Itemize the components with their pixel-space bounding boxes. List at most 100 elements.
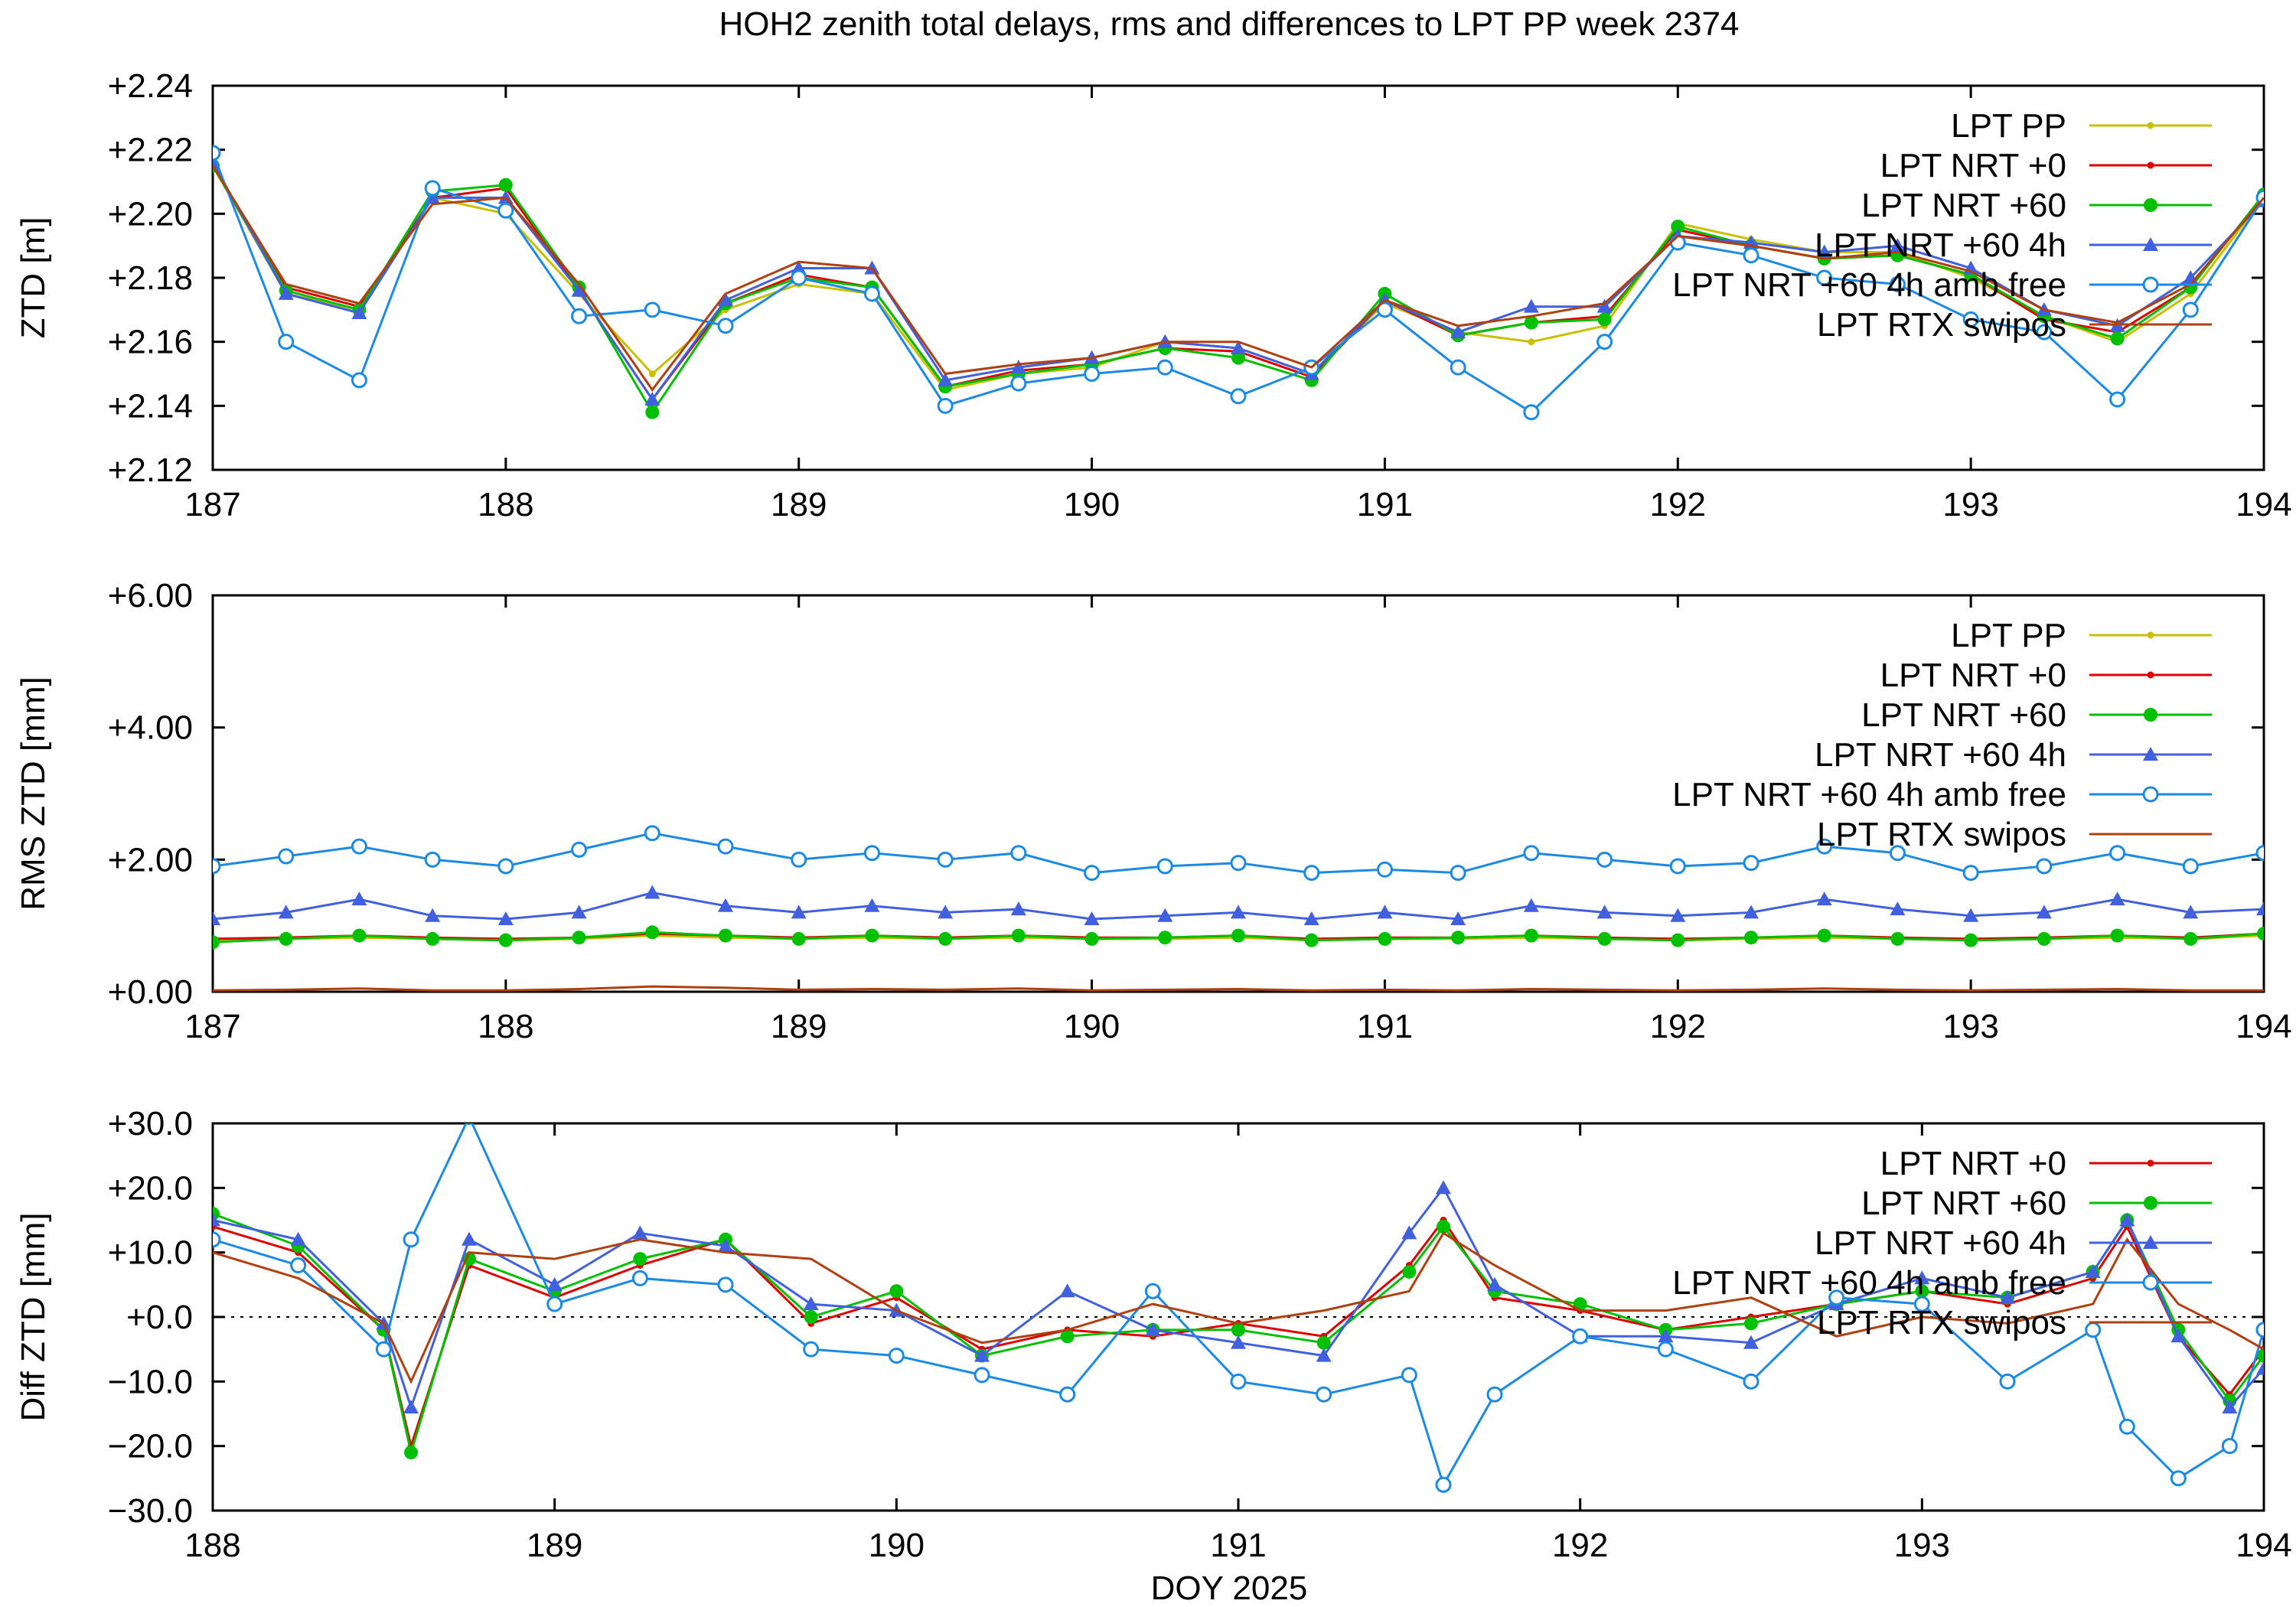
point-lpt-nrt-60	[1744, 931, 1758, 945]
point-lpt-nrt-60-4h-amb-free	[571, 308, 588, 324]
point-lpt-nrt-60-4h-amb-free	[1059, 1386, 1076, 1403]
point-lpt-nrt-60-4h-amb-free	[1889, 275, 1906, 292]
point-lpt-nrt-60-4h-amb-free	[974, 1367, 990, 1384]
point-lpt-nrt-60-4h	[2222, 1400, 2238, 1414]
x-tick-label: 193	[1894, 1527, 1950, 1564]
point-lpt-nrt-60-4h	[1596, 298, 1613, 313]
legend-label: LPT PP	[1951, 617, 2066, 654]
point-lpt-nrt-60	[352, 928, 367, 943]
point-lpt-nrt-60-4h-amb-free	[1743, 1373, 1760, 1390]
point-lpt-nrt-60-4h	[718, 898, 733, 912]
panel-1: 187 188 189 190 191 192 193 194 +2.12 +2.14 +2.16 +…	[15, 67, 2292, 523]
point-lpt-nrt-60	[1524, 315, 1538, 330]
legend-marker	[2144, 1196, 2157, 1210]
point-lpt-nrt-60-4h-amb-free	[2255, 1322, 2264, 1338]
point-lpt-nrt-60	[498, 933, 513, 947]
point-lpt-pp	[1528, 338, 1535, 346]
x-tick-label: 190	[1064, 1008, 1120, 1045]
panels: 187 188 189 190 191 192 193 194 +2.12 +2.14 +2.16 +…	[15, 67, 2292, 1564]
point-lpt-nrt-60-4h	[2183, 905, 2199, 919]
legend-label: LPT NRT +0	[1880, 147, 2066, 184]
point-lpt-nrt-60-4h	[1816, 892, 1832, 906]
point-lpt-nrt-60-4h	[213, 911, 220, 926]
point-lpt-nrt-60-4h-amb-free	[791, 851, 807, 868]
legend-label: LPT NRT +0	[1880, 657, 2066, 694]
legend-marker	[2143, 747, 2158, 761]
legend-label: LPT RTX swipos	[1817, 306, 2066, 344]
point-lpt-nrt-60-4h-amb-free	[1523, 845, 1540, 862]
point-lpt-nrt-60-4h-amb-free	[2036, 324, 2053, 341]
point-lpt-nrt-60-4h	[1963, 908, 1979, 922]
point-lpt-nrt-60	[719, 928, 732, 943]
point-lpt-nrt-60	[938, 931, 953, 946]
point-lpt-nrt-60-4h-amb-free	[1144, 1283, 1161, 1299]
point-lpt-nrt-60-4h-amb-free	[1743, 855, 1760, 872]
legend-label: LPT NRT +60 4h	[1815, 227, 2066, 264]
point-lpt-nrt-60-4h-amb-free	[1156, 858, 1173, 875]
point-lpt-nrt-60-4h-amb-free	[1889, 845, 1906, 862]
y-axis-label: Diff ZTD [mm]	[15, 1213, 52, 1422]
point-lpt-nrt-60-4h-amb-free	[2182, 858, 2199, 875]
legend-marker	[2142, 276, 2159, 293]
legend-label: LPT RTX swipos	[1817, 816, 2066, 853]
y-tick-label: +2.18	[108, 259, 193, 297]
point-lpt-nrt-60-4h-amb-free	[213, 145, 221, 161]
legend-label: LPT NRT +60 4h	[1815, 736, 2066, 774]
point-lpt-nrt-60-4h	[1914, 1270, 1930, 1285]
y-tick-label: +2.14	[108, 387, 193, 425]
point-lpt-nrt-60-4h	[213, 1212, 220, 1227]
point-lpt-nrt-60-4h-amb-free	[213, 1231, 221, 1248]
point-lpt-nrt-60	[1671, 220, 1685, 234]
point-lpt-nrt-60-4h-amb-free	[888, 1348, 905, 1364]
point-lpt-nrt-60-4h-amb-free	[464, 1123, 475, 1126]
point-lpt-nrt-60	[889, 1284, 904, 1299]
point-lpt-nrt-60	[2037, 931, 2051, 946]
point-lpt-nrt-60	[1316, 1335, 1331, 1350]
legend-marker	[2143, 1235, 2158, 1249]
x-tick-label: 191	[1357, 486, 1413, 523]
point-lpt-nrt-60	[645, 405, 660, 419]
point-lpt-nrt-60	[1231, 928, 1245, 943]
point-lpt-nrt-60-4h-amb-free	[863, 845, 880, 862]
point-lpt-nrt-60	[1964, 933, 1978, 947]
point-lpt-nrt-60-4h-amb-free	[1376, 302, 1393, 318]
point-lpt-nrt-60	[633, 1252, 647, 1266]
legend-label: LPT NRT +60	[1861, 696, 2066, 734]
point-lpt-nrt-60-4h	[2000, 1289, 2015, 1304]
point-lpt-nrt-60-4h-amb-free	[1657, 1341, 1674, 1358]
series-group	[213, 825, 2264, 992]
point-lpt-nrt-60-4h	[2170, 1328, 2187, 1343]
point-lpt-nrt-60-4h-amb-free	[863, 285, 880, 302]
point-lpt-nrt-60-4h-amb-free	[290, 1257, 307, 1274]
point-lpt-nrt-60-4h-amb-free	[717, 1276, 734, 1293]
point-lpt-nrt-60-4h	[718, 292, 733, 307]
x-tick-label: 188	[184, 1527, 240, 1564]
y-tick-label: −20.0	[108, 1428, 193, 1465]
point-lpt-nrt-60-4h	[1010, 360, 1026, 374]
point-lpt-nrt-60-4h-amb-free	[937, 851, 954, 868]
point-lpt-nrt-60-4h	[497, 911, 514, 926]
point-lpt-nrt-60-4h	[1523, 298, 1539, 313]
point-lpt-nrt-60-4h-amb-free	[1010, 845, 1027, 862]
point-lpt-nrt-60-4h-amb-free	[2221, 1438, 2238, 1455]
point-lpt-nrt-60-4h-amb-free	[1596, 334, 1613, 350]
point-lpt-nrt-60-4h-amb-free	[803, 1341, 820, 1358]
point-lpt-nrt-60	[1084, 931, 1099, 946]
legend-label: LPT NRT +60	[1861, 187, 2066, 224]
point-lpt-nrt-60-4h	[1059, 1283, 1075, 1298]
point-lpt-nrt-60-4h-amb-free	[1084, 865, 1101, 882]
point-lpt-nrt-60-4h-amb-free	[1450, 359, 1466, 376]
point-lpt-nrt-60	[213, 935, 220, 950]
legend-marker	[2147, 631, 2154, 639]
y-tick-label: +2.24	[108, 67, 193, 105]
point-lpt-nrt-60-4h	[864, 898, 880, 912]
point-lpt-nrt-60-4h	[278, 905, 294, 919]
point-lpt-nrt-60-4h-amb-free	[1316, 1386, 1332, 1403]
point-lpt-nrt-60-4h-amb-free	[1486, 1386, 1503, 1403]
point-lpt-nrt-60-4h-amb-free	[1962, 865, 1979, 882]
point-lpt-nrt-60-4h	[278, 285, 294, 300]
series-line-lpt-rtx-swipos	[213, 985, 2264, 992]
